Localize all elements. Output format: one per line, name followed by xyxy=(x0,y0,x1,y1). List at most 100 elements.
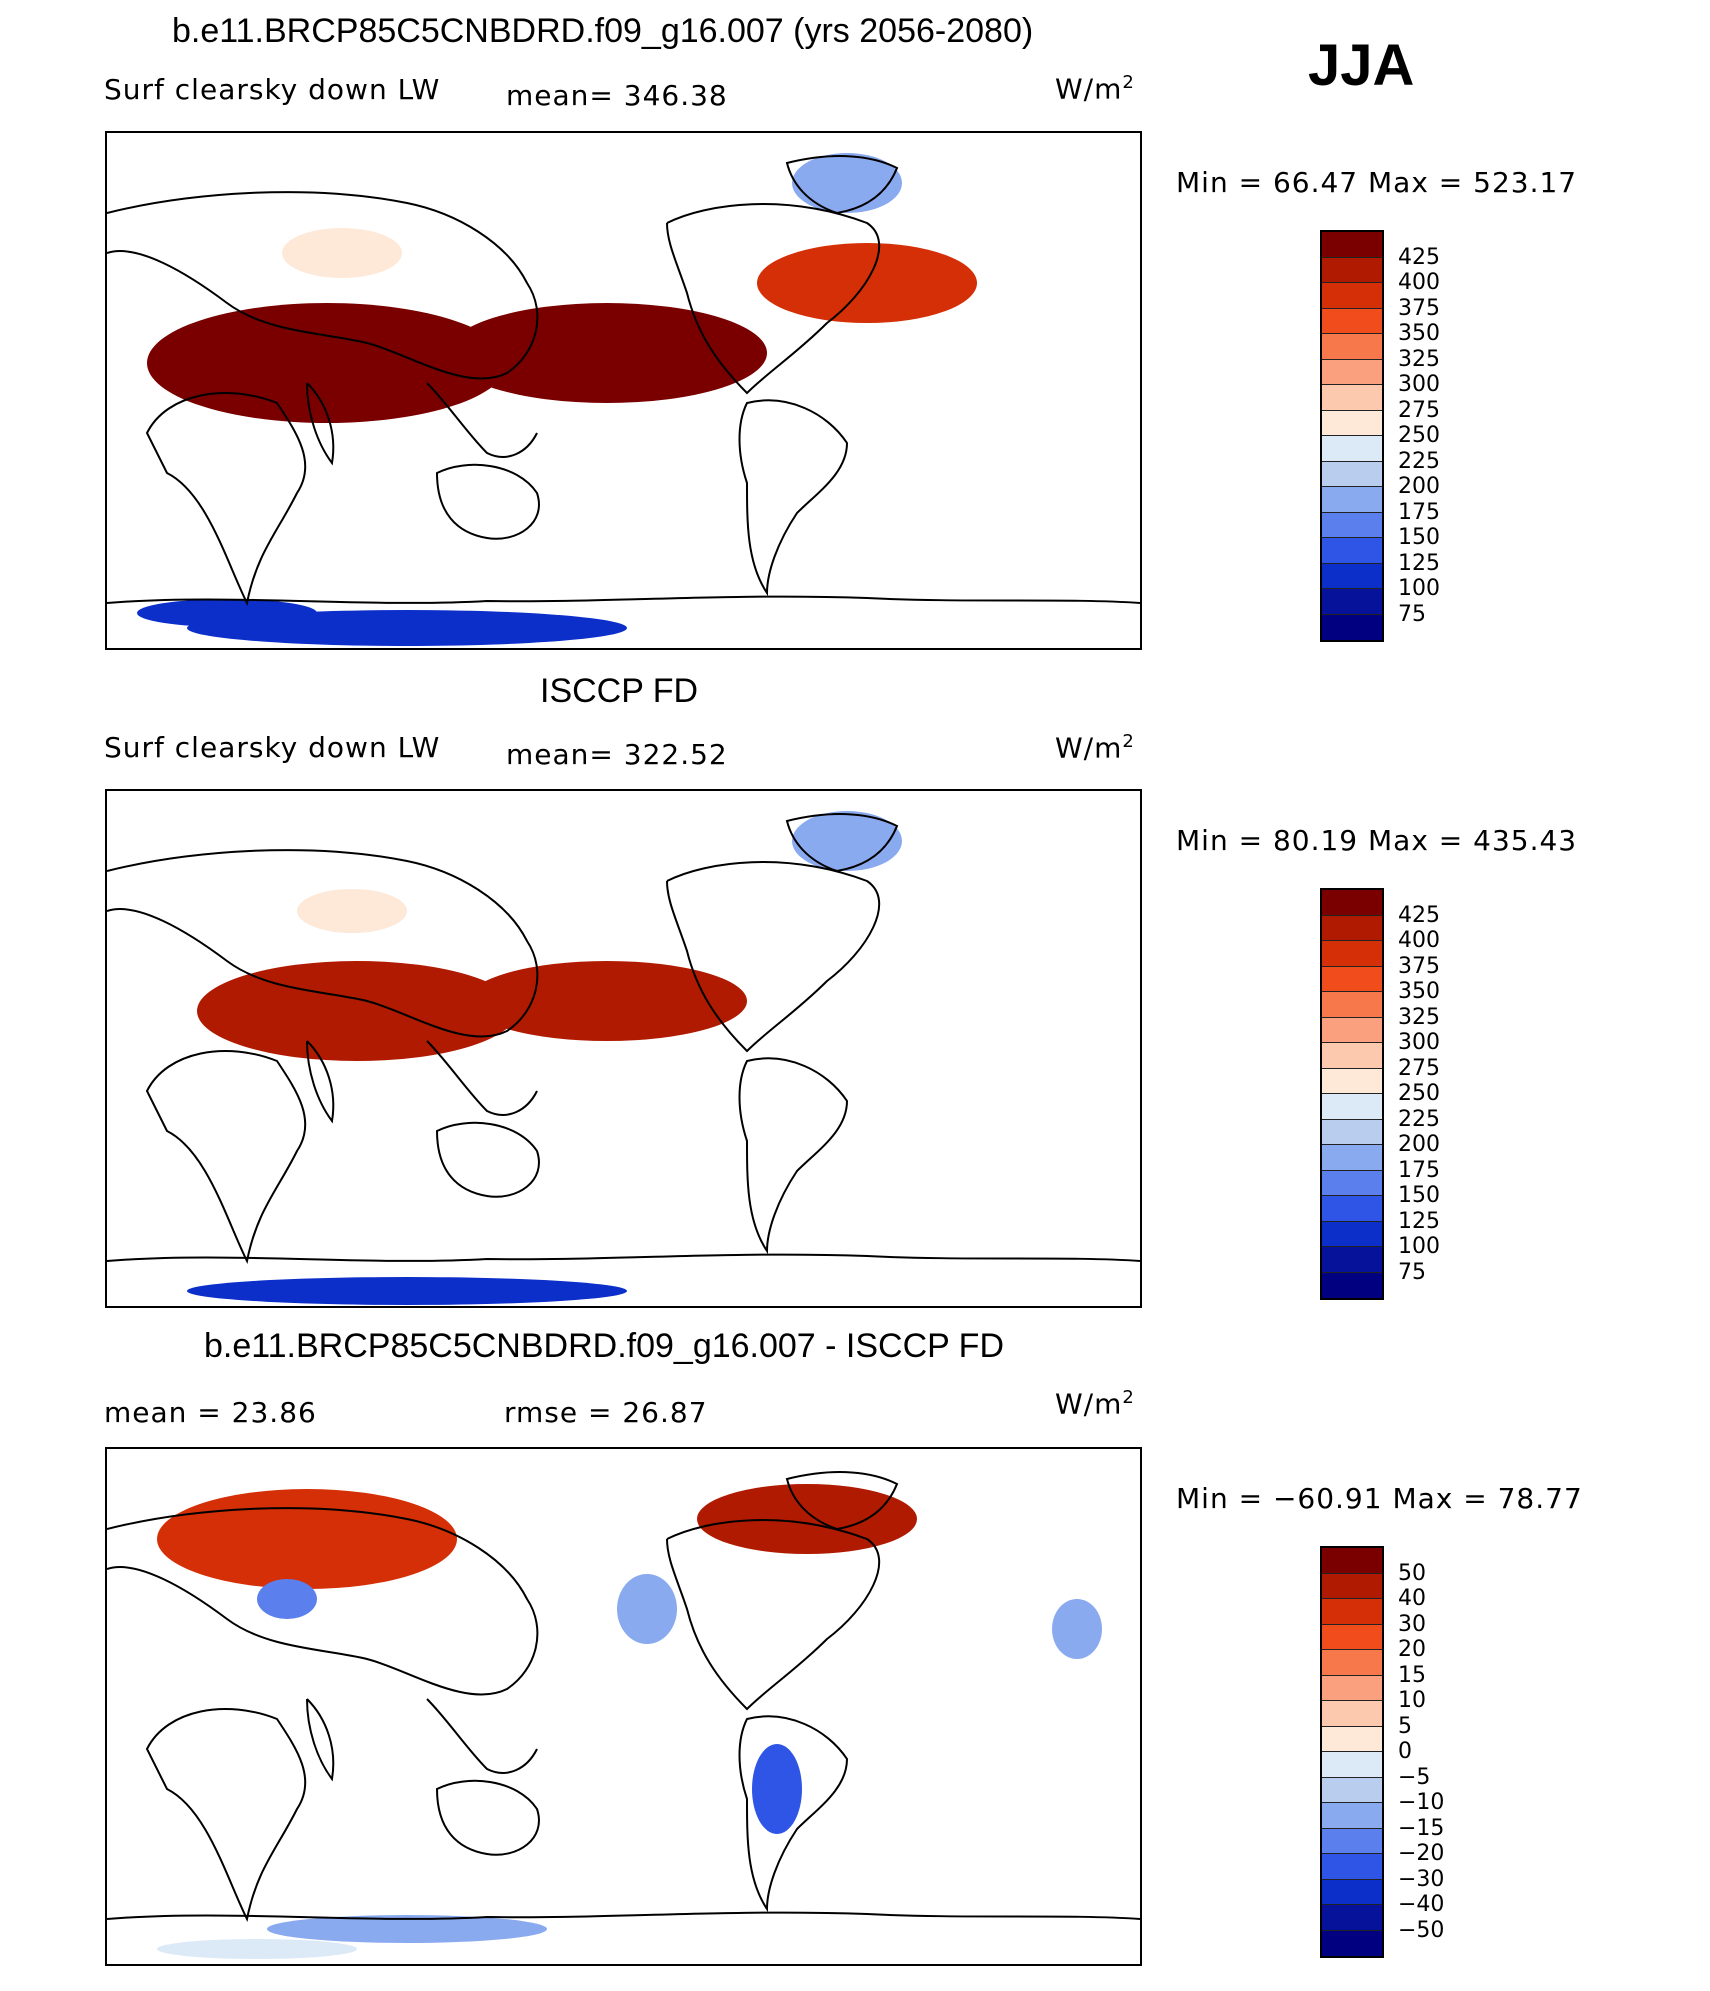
colorbar-swatch xyxy=(1322,512,1382,538)
colorbar-tick-label: 275 xyxy=(1398,1055,1440,1081)
colorbar-swatch xyxy=(1322,461,1382,487)
map-panel xyxy=(105,1447,1142,1966)
colorbar-tick-label: 425 xyxy=(1398,244,1440,270)
colorbar-swatch xyxy=(1322,1094,1382,1120)
field-blob xyxy=(757,243,977,323)
colorbar-tick-label: −10 xyxy=(1398,1790,1445,1815)
colorbar-tick-label: −15 xyxy=(1398,1815,1445,1841)
colorbar-swatch xyxy=(1322,1905,1382,1931)
colorbar-tick-label: 15 xyxy=(1398,1662,1426,1688)
colorbar-swatch xyxy=(1322,308,1382,334)
coastline xyxy=(107,1507,539,1696)
field-blob xyxy=(617,1574,677,1644)
colorbar-swatch xyxy=(1322,1701,1382,1727)
coastline xyxy=(426,1040,538,1116)
panel-title: ISCCP FD xyxy=(540,672,699,710)
field-blob xyxy=(697,1484,917,1554)
coastline xyxy=(107,849,539,1038)
coastline xyxy=(107,1253,1140,1262)
map-field xyxy=(107,153,1140,646)
colorbar-swatch xyxy=(1322,915,1382,941)
colorbar-tick-label: 325 xyxy=(1398,1004,1440,1030)
field-blob xyxy=(297,889,407,933)
colorbar-tick-label: 75 xyxy=(1398,601,1426,627)
colorbar xyxy=(1322,1548,1382,1956)
coastline xyxy=(306,382,335,466)
colorbar-tick-label: 300 xyxy=(1398,372,1440,397)
colorbar-swatch xyxy=(1322,589,1382,615)
colorbar-tick-label: −5 xyxy=(1398,1764,1431,1790)
colorbar-tick-label: 40 xyxy=(1398,1586,1426,1611)
colorbar-tick-label: 400 xyxy=(1398,928,1440,953)
colorbar-tick-label: 400 xyxy=(1398,270,1440,295)
panel-title: b.e11.BRCP85C5CNBDRD.f09_g16.007 (yrs 20… xyxy=(172,12,1034,50)
coastline xyxy=(145,1708,307,1923)
colorbar-swatch xyxy=(1322,436,1382,462)
field-blob xyxy=(157,1939,357,1959)
variable-label: Surf clearsky down LW xyxy=(104,73,441,106)
colorbar-tick-label: 250 xyxy=(1398,423,1440,448)
coastline xyxy=(785,155,899,215)
coastline xyxy=(785,813,899,873)
colorbar-swatch xyxy=(1322,1573,1382,1599)
field-blob xyxy=(792,811,902,871)
colorbar-swatch xyxy=(1322,1650,1382,1676)
colorbar-swatch xyxy=(1322,563,1382,589)
colorbar-tick-label: 125 xyxy=(1398,1208,1440,1234)
colorbar-tick-label: 250 xyxy=(1398,1081,1440,1106)
colorbar-tick-label: 200 xyxy=(1398,1132,1440,1157)
colorbar-tick-label: 325 xyxy=(1398,346,1440,372)
colorbar-swatch xyxy=(1322,1043,1382,1069)
mean-label: mean= 346.38 xyxy=(506,79,728,112)
colorbar-swatch xyxy=(1322,614,1382,640)
colorbar-swatch xyxy=(1322,1879,1382,1905)
colorbar-tick-label: 350 xyxy=(1398,979,1440,1004)
colorbar-tick-label: −20 xyxy=(1398,1841,1445,1866)
min-max-label: Min = 66.47 Max = 523.17 xyxy=(1176,166,1578,199)
colorbar-swatch xyxy=(1322,538,1382,564)
variable-label: Surf clearsky down LW xyxy=(104,731,441,764)
colorbar-swatch xyxy=(1322,1548,1382,1574)
colorbar-frame xyxy=(1320,888,1384,1300)
coastline xyxy=(666,1519,881,1711)
colorbar-swatch xyxy=(1322,941,1382,967)
mean-label: mean = 23.86 xyxy=(104,1396,317,1429)
colorbar-swatch xyxy=(1322,487,1382,513)
colorbar-swatch xyxy=(1322,1221,1382,1247)
map-panel xyxy=(105,789,1142,1308)
coastline xyxy=(435,1779,540,1856)
coastline xyxy=(107,191,539,380)
units-label: W/m2 xyxy=(1055,1387,1135,1421)
colorbar-swatch xyxy=(1322,1726,1382,1752)
colorbar-swatch xyxy=(1322,283,1382,309)
season-label: JJA xyxy=(1308,33,1415,98)
colorbar-swatch xyxy=(1322,1599,1382,1625)
colorbar-tick-label: 275 xyxy=(1398,397,1440,423)
colorbar-swatch xyxy=(1322,334,1382,360)
colorbar-tick-label: 225 xyxy=(1398,1106,1440,1132)
coastline xyxy=(738,399,849,597)
colorbar-swatch xyxy=(1322,1247,1382,1273)
colorbar-swatch xyxy=(1322,1119,1382,1145)
field-blob xyxy=(1052,1599,1102,1659)
colorbar-tick-label: 0 xyxy=(1398,1739,1412,1764)
coastline xyxy=(738,1715,849,1913)
colorbar-swatch xyxy=(1322,410,1382,436)
colorbar-tick-label: 150 xyxy=(1398,1183,1440,1208)
colorbar-swatch xyxy=(1322,385,1382,411)
field-blob xyxy=(792,153,902,213)
colorbar-swatch xyxy=(1322,1803,1382,1829)
colorbar-tick-label: 100 xyxy=(1398,1234,1440,1259)
colorbar-tick-label: 175 xyxy=(1398,499,1440,525)
colorbar-swatch xyxy=(1322,1272,1382,1298)
colorbar-tick-label: 375 xyxy=(1398,953,1440,979)
colorbar-tick-label: 30 xyxy=(1398,1611,1426,1637)
colorbar-swatch xyxy=(1322,232,1382,258)
colorbar-tick-label: 350 xyxy=(1398,321,1440,346)
colorbar-swatch xyxy=(1322,257,1382,283)
colorbar-tick-label: 225 xyxy=(1398,448,1440,474)
colorbar-tick-label: 375 xyxy=(1398,295,1440,321)
colorbar-tick-label: −40 xyxy=(1398,1892,1445,1917)
colorbar-swatch xyxy=(1322,1624,1382,1650)
colorbar-tick-label: 125 xyxy=(1398,550,1440,576)
